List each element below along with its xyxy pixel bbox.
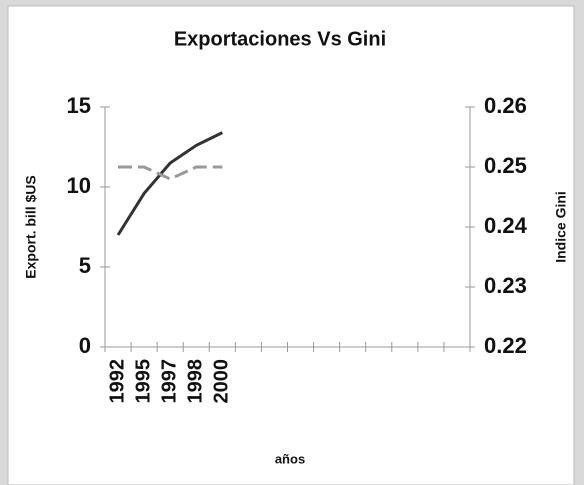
y2-tick-label: 0.22 <box>484 333 527 358</box>
y-tick-label: 0 <box>79 333 91 358</box>
x-tick-label: 1998 <box>185 359 207 404</box>
y-axis-label: Export. bill $US <box>23 175 39 278</box>
chart-title: Exportaciones Vs Gini <box>174 28 386 50</box>
x-tick-label: 1992 <box>106 359 128 404</box>
x-axis-label: años <box>275 451 305 466</box>
series-line <box>118 165 223 181</box>
y2-tick-label: 0.25 <box>484 153 527 178</box>
y2-axis-label: Indice Gini <box>553 191 569 263</box>
y2-tick-label: 0.23 <box>484 273 527 298</box>
y-tick-label: 5 <box>79 253 91 278</box>
x-tick-label: 1995 <box>132 359 154 404</box>
y2-tick-label: 0.24 <box>484 213 528 238</box>
y-tick-label: 15 <box>67 93 91 118</box>
x-tick-label: 1997 <box>158 359 180 404</box>
series-line <box>116 131 223 236</box>
y-tick-label: 10 <box>67 173 91 198</box>
y2-tick-label: 0.26 <box>484 93 527 118</box>
chart-panel <box>7 5 575 485</box>
x-tick-label: 2000 <box>211 359 233 404</box>
